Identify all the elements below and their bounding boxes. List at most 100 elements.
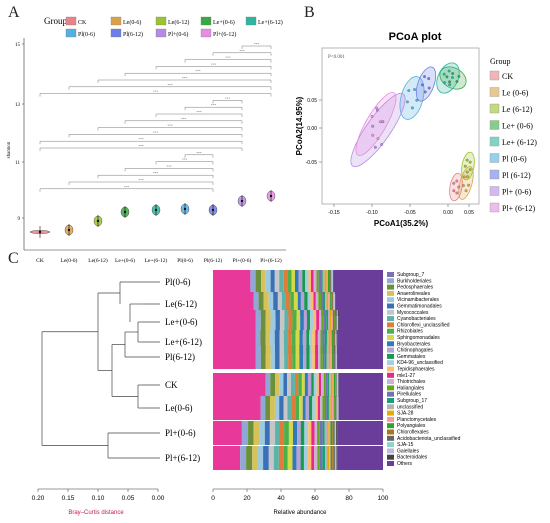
- bar-segment: [240, 446, 247, 470]
- bar-segment: [283, 396, 288, 420]
- abundance-tick-label: 0: [211, 495, 215, 502]
- sample-label: Le(6-12): [165, 299, 197, 309]
- bar-segment: [321, 373, 324, 397]
- bar-segment: [319, 446, 323, 470]
- significance-bracket: [97, 127, 243, 131]
- bar-segment: [292, 446, 297, 470]
- bar-segment: [334, 310, 336, 334]
- bar-segment: [336, 396, 337, 420]
- sample-point: [468, 168, 472, 171]
- bar-segment: [294, 373, 299, 397]
- bar-segment: [305, 270, 309, 294]
- bar-segment: [304, 421, 309, 445]
- bar-segment: [335, 310, 337, 334]
- bar-segment: [265, 396, 270, 420]
- bar-segment: [331, 330, 333, 354]
- legend-swatch: [200, 16, 212, 26]
- significance-mark: ***: [138, 144, 144, 148]
- bar-segment: [327, 270, 330, 294]
- bar-segment: [275, 310, 280, 334]
- sample-point: [413, 88, 416, 91]
- bar-segment: [308, 396, 313, 420]
- significance-bracket: [97, 175, 214, 179]
- bar-segment: [255, 345, 261, 369]
- bar-segment: [295, 330, 300, 354]
- sample-point: [376, 137, 380, 140]
- bar-segment: [246, 446, 253, 470]
- bar-segment: [322, 396, 325, 420]
- x-tick-label: CK: [36, 258, 44, 264]
- legend-label: CK: [502, 72, 513, 81]
- bar-segment: [333, 270, 334, 294]
- bar-segment: [333, 292, 335, 316]
- taxon-swatch: [387, 290, 394, 296]
- legend-label: Le(6-12): [168, 19, 189, 26]
- bar-segment: [301, 373, 305, 397]
- significance-bracket: [39, 188, 214, 192]
- panel-c-dendrogram: [41, 281, 160, 459]
- taxon-swatch: [387, 272, 394, 277]
- y-tick-label: 15: [15, 43, 21, 48]
- panel-c-abundance-label: Relative abundance: [273, 510, 327, 516]
- bar-segment: [310, 310, 314, 334]
- sample-point: [448, 83, 452, 87]
- bar-segment: [315, 345, 319, 369]
- sample-point: [464, 189, 468, 193]
- sample-label: Le+(6-12): [165, 337, 202, 347]
- bar-segment: [259, 421, 265, 445]
- distance-tick-label: 0.00: [152, 495, 165, 502]
- bar-segment: [331, 270, 333, 294]
- bar-segment: [328, 345, 331, 369]
- taxon-swatch: [387, 404, 394, 410]
- legend-label: Pl+(6-12): [213, 31, 236, 38]
- legend-swatch: [110, 28, 122, 38]
- panel-b-legend: CK Le (0-6) Le (6-12) Le+ (0-6) Le+ (6-12) Pl…: [489, 70, 537, 213]
- bar-segment: [265, 345, 271, 369]
- bar-segment: [295, 345, 300, 369]
- x-tick-label: Le(0-6): [61, 257, 78, 264]
- panel-c-distance-axis: 0.20 0.15 0.10 0.05 0.00: [32, 488, 165, 502]
- significance-bracket: [212, 100, 243, 104]
- panel-b-x-label: PCoA1(35.2%): [374, 219, 429, 228]
- x-tick-label: Le+(0-6): [115, 257, 135, 264]
- x-tick-label: 0.00: [443, 210, 453, 216]
- bar-segment: [298, 373, 302, 397]
- bar-segment: [295, 396, 300, 420]
- bar-segment: [332, 270, 334, 294]
- bar-segment: [213, 421, 242, 445]
- sample-point: [452, 189, 456, 193]
- sample-point: [448, 80, 451, 84]
- sample-point: [375, 108, 379, 112]
- bar-segment: [336, 446, 338, 470]
- taxon-label: Planctomycetales: [397, 417, 437, 423]
- legend-label: Pl+ (6-12): [502, 204, 536, 213]
- group-ellipse: [415, 66, 437, 102]
- sample-label: Pl(6-12): [165, 352, 195, 362]
- bar-segment: [291, 330, 296, 354]
- bar-segment: [318, 345, 321, 369]
- bar-segment: [213, 446, 241, 470]
- bar-segment: [334, 292, 336, 316]
- taxon-label: Subgroup_17: [397, 398, 427, 404]
- bar-segment: [322, 345, 325, 369]
- bar-segment: [335, 345, 337, 369]
- panel-c-stacked-bars: [213, 270, 383, 470]
- significance-mark: ***: [166, 164, 172, 168]
- taxon-label: unclassified: [397, 404, 423, 410]
- significance-bracket: [241, 45, 272, 49]
- bar-segment: [269, 421, 276, 445]
- bar-segment: [261, 270, 266, 294]
- sample-point: [423, 75, 426, 79]
- taxon-swatch: [387, 454, 394, 460]
- bar-segment: [274, 330, 280, 354]
- x-tick-label: Pl+(6-12): [260, 257, 282, 264]
- bar-segment: [330, 330, 332, 354]
- taxon-label: Chloroflexales: [397, 430, 429, 436]
- bar-segment: [337, 396, 339, 420]
- bar-segment: [331, 345, 333, 369]
- bar-segment: [310, 270, 314, 294]
- significance-bracket: [68, 181, 214, 185]
- sample-point: [427, 77, 431, 80]
- panel-a-legend: CK Le(0-6) Le(6-12) Le+(0-6) Le+(6-12) Pl(0-6…: [65, 16, 283, 38]
- significance-mark: ***: [153, 171, 159, 175]
